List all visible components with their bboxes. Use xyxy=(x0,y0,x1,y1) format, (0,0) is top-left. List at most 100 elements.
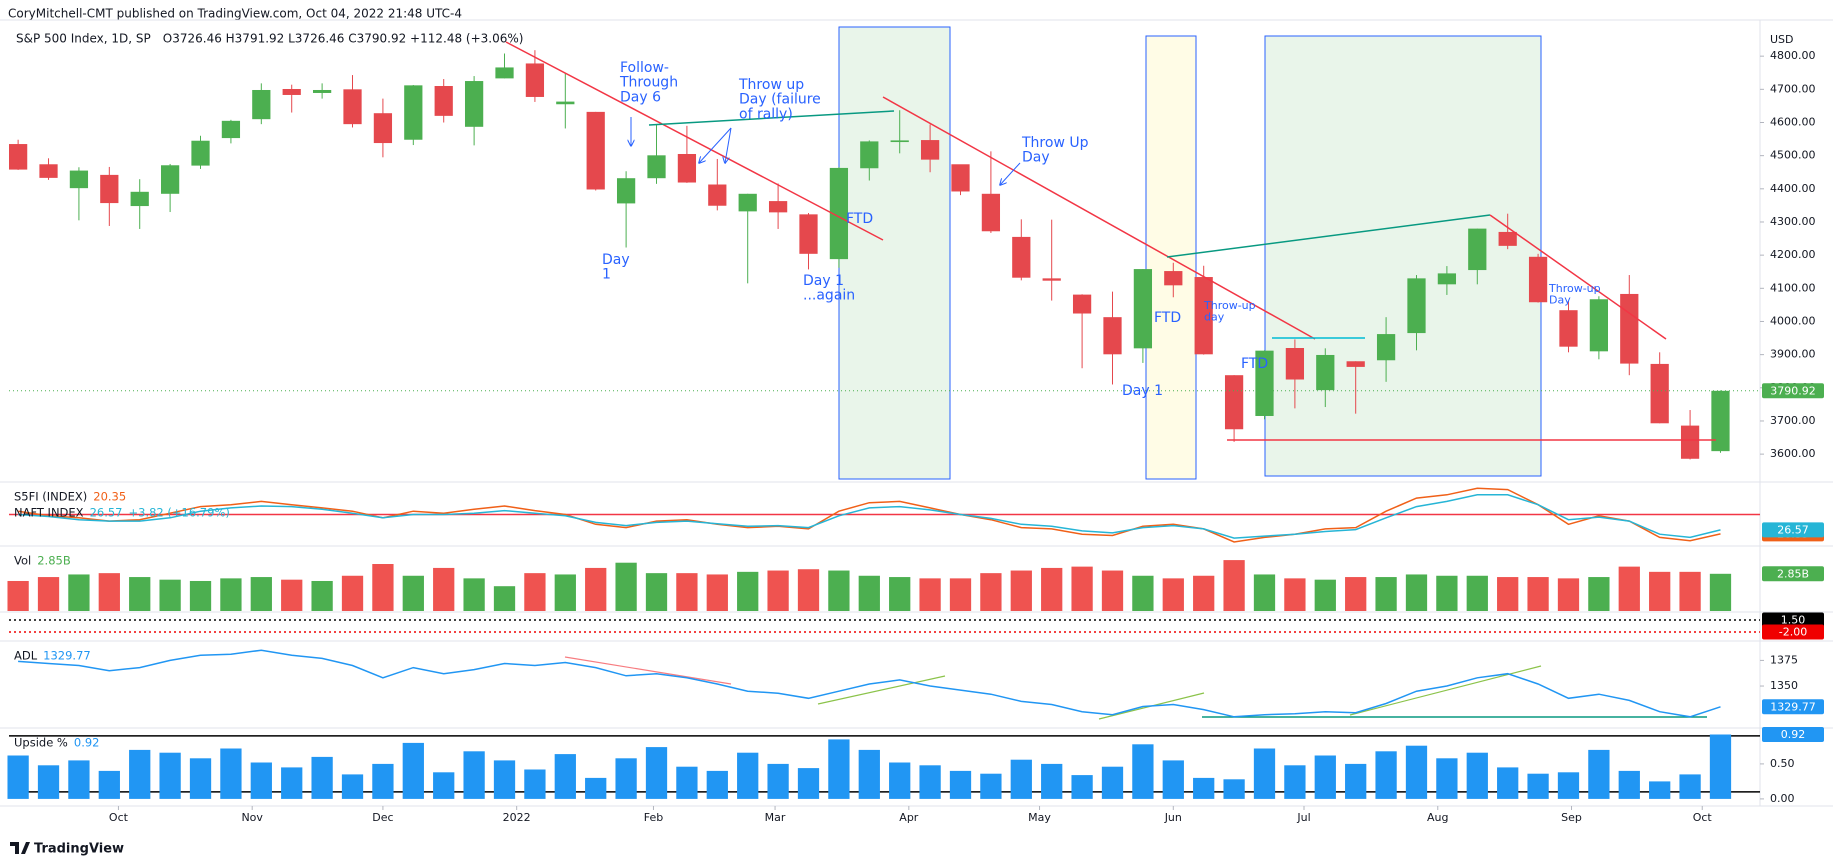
bar xyxy=(1193,777,1215,799)
series-line xyxy=(17,487,1721,543)
y-tick-label: 4300.00 xyxy=(1770,215,1816,228)
bar xyxy=(1345,763,1367,799)
annotation: Throw Up xyxy=(1021,135,1089,151)
bar xyxy=(1041,567,1063,611)
bar xyxy=(706,574,728,611)
candle-body xyxy=(556,101,575,105)
candle-body xyxy=(464,81,484,127)
bar xyxy=(1071,775,1093,799)
bar xyxy=(1649,571,1671,611)
bar xyxy=(1497,767,1519,799)
x-tick-label: Oct xyxy=(1693,811,1713,824)
annotation: FTD xyxy=(1241,356,1268,372)
annotation: FTD xyxy=(846,211,873,227)
candle-body xyxy=(1194,277,1213,355)
y-tick-label: 3900.00 xyxy=(1770,348,1816,361)
candle-body xyxy=(1589,299,1609,352)
pane-change: +3.82 (+16.79%) xyxy=(129,506,230,520)
bar xyxy=(676,766,698,799)
bar xyxy=(1527,773,1549,799)
level-label: 1.50 xyxy=(1781,613,1806,626)
bar xyxy=(1709,573,1732,611)
logo: TradingView xyxy=(10,842,124,857)
annotation: of rally) xyxy=(739,106,793,122)
candle-body xyxy=(1012,236,1031,278)
bar xyxy=(129,577,151,611)
y-tick-label: 3700.00 xyxy=(1770,414,1816,427)
bar xyxy=(1436,758,1458,799)
last-price-label-bg xyxy=(1762,383,1824,399)
x-tick-label: Jun xyxy=(1164,811,1182,824)
bar xyxy=(1314,579,1336,611)
drawings xyxy=(505,41,1716,720)
candle-body xyxy=(1650,363,1669,424)
arrow xyxy=(725,127,732,163)
candle-body xyxy=(1680,425,1700,459)
last-value-label-bg xyxy=(1762,522,1824,538)
candle-body xyxy=(1316,354,1335,391)
bar xyxy=(402,742,424,799)
candle-body xyxy=(1285,348,1305,380)
x-tick-label: Oct xyxy=(109,811,129,824)
bar xyxy=(797,569,820,611)
annotation: Through xyxy=(619,75,678,91)
pane-value: 0.92 xyxy=(74,736,100,750)
bar xyxy=(1405,574,1428,611)
bar xyxy=(341,575,364,611)
bar xyxy=(1466,575,1488,611)
bar xyxy=(372,564,394,611)
candle-body xyxy=(799,214,818,254)
bar xyxy=(433,567,455,611)
bar xyxy=(189,580,212,611)
y-tick-label: 3600.00 xyxy=(1770,447,1816,460)
annotation: Day 1 xyxy=(803,273,844,289)
candle-body xyxy=(768,201,788,213)
trend-line xyxy=(505,41,884,241)
candle-body xyxy=(677,153,697,183)
bar xyxy=(341,774,364,799)
bar xyxy=(7,755,29,799)
annotation: day xyxy=(1204,311,1225,324)
last-value-label-bg xyxy=(1762,727,1824,742)
bar xyxy=(1223,560,1245,611)
candle-body xyxy=(525,63,545,97)
symbol: S&P 500 Index, 1D, SP xyxy=(16,32,151,46)
logo-text: TradingView xyxy=(34,842,124,857)
bar xyxy=(737,752,759,799)
bar xyxy=(37,577,60,611)
series-line xyxy=(18,649,1721,718)
pane-title: NAFT INDEX xyxy=(14,506,84,520)
publisher-line: CoryMitchell-CMT published on TradingVie… xyxy=(8,7,462,21)
annotation: 1 xyxy=(602,267,611,283)
bar xyxy=(1709,734,1732,799)
last-value-label: 2.85B xyxy=(1777,567,1809,580)
candle-body xyxy=(1528,256,1548,303)
pane-value: 26.57 xyxy=(90,506,123,520)
candle-body xyxy=(100,174,119,204)
ohlc-line: O3726.46 H3791.92 L3726.46 C3790.92 +112… xyxy=(163,32,524,46)
bar xyxy=(493,760,516,799)
y-tick-label: 0.00 xyxy=(1770,792,1795,805)
candle-body xyxy=(1133,269,1153,349)
bar xyxy=(524,573,546,611)
pane-title: ADL xyxy=(14,649,38,663)
bar xyxy=(524,769,546,799)
bar xyxy=(1284,578,1306,611)
y-tick-label: 4400.00 xyxy=(1770,182,1816,195)
candle-body xyxy=(1346,361,1365,367)
bar xyxy=(858,575,880,611)
candle-body xyxy=(1620,293,1639,364)
bar xyxy=(858,749,880,799)
annotation: Day 6 xyxy=(620,89,661,105)
bar xyxy=(98,573,120,611)
arrow xyxy=(699,127,732,163)
y-tick-label: 4200.00 xyxy=(1770,248,1816,261)
candle-body xyxy=(9,144,28,170)
trend-line xyxy=(564,656,732,685)
bar xyxy=(129,749,151,799)
bar xyxy=(98,770,120,799)
pane-title: Vol xyxy=(14,554,31,568)
candle-body xyxy=(708,184,727,206)
x-tick-label: 2022 xyxy=(503,811,531,824)
bar xyxy=(980,573,1002,611)
